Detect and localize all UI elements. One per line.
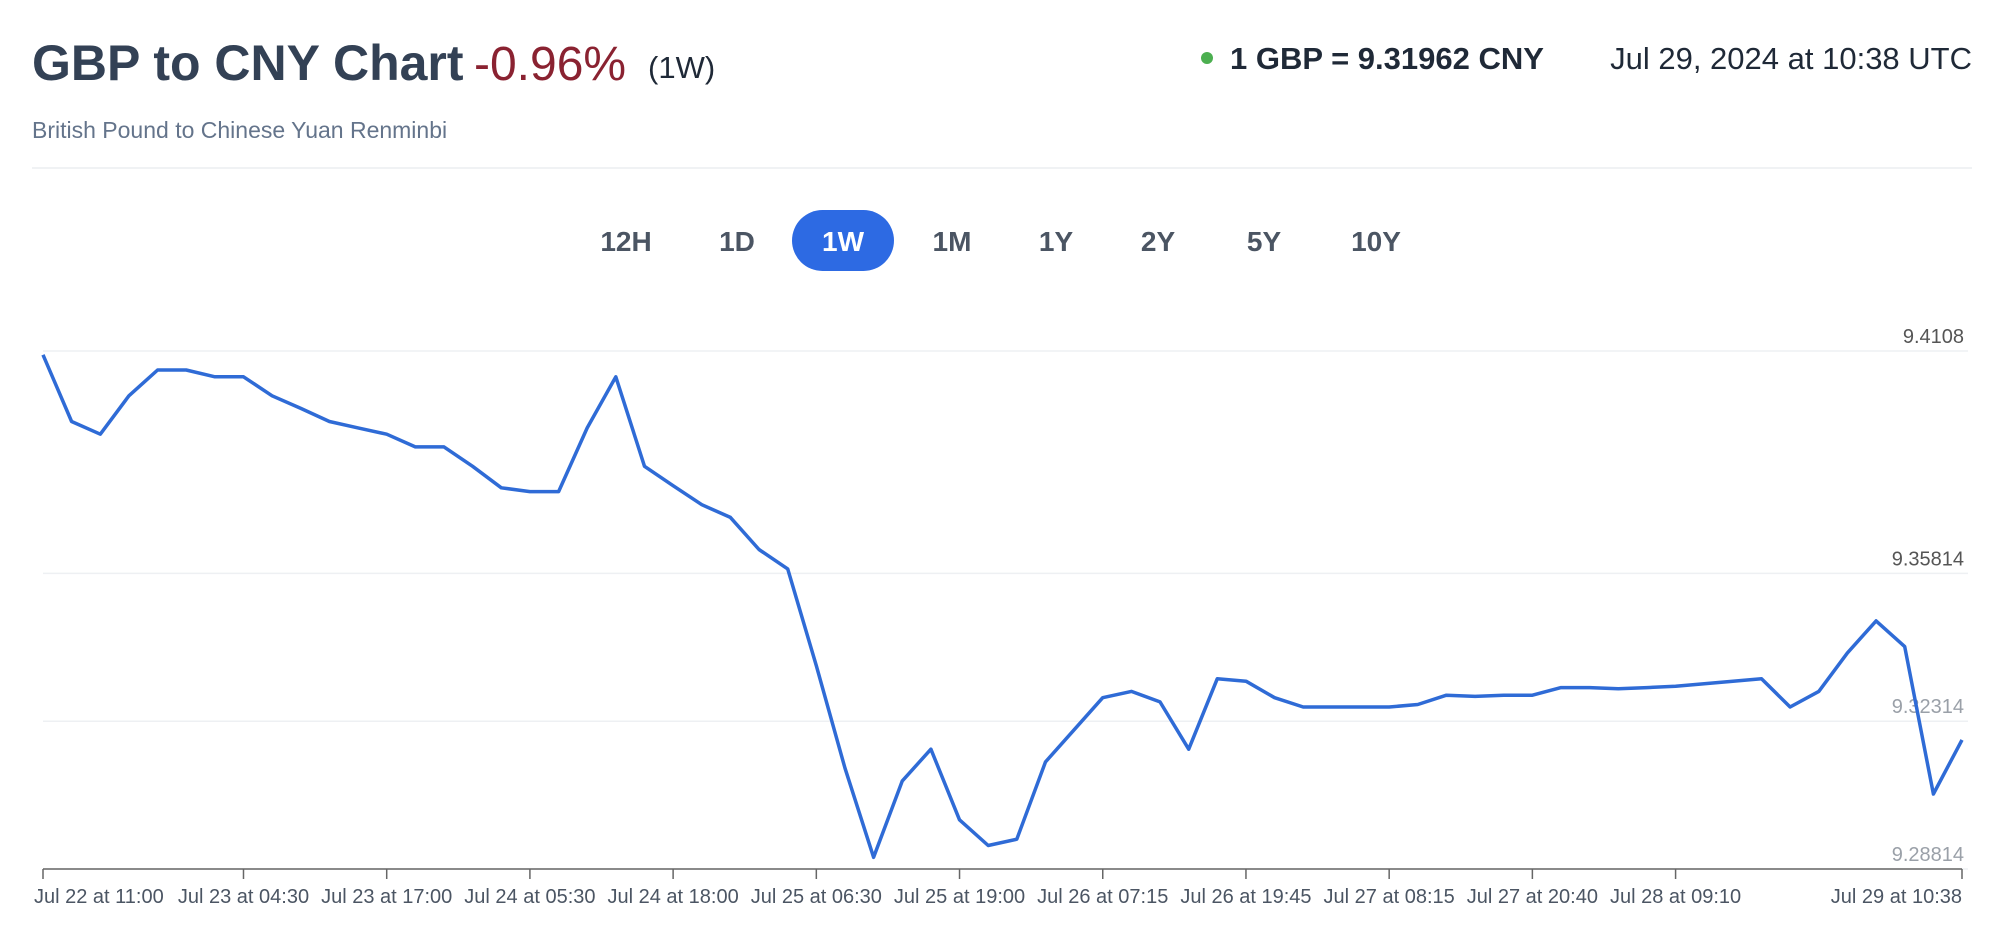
range-label: 1Y <box>1039 226 1074 257</box>
x-tick-label: Jul 25 at 06:30 <box>751 886 882 908</box>
x-tick-label: Jul 27 at 08:15 <box>1324 886 1455 908</box>
rate: 1 GBP = 9.31962 CNY <box>1230 41 1544 76</box>
x-tick-label: Jul 24 at 05:30 <box>464 886 595 908</box>
timestamp: Jul 29, 2024 at 10:38 UTC <box>1610 41 1972 76</box>
status-dot <box>1201 52 1213 64</box>
range-buttons: 12H 1D 1W 1M 1Y 2Y 5Y 10Y <box>600 210 1401 271</box>
x-tick-label: Jul 24 at 18:00 <box>608 886 739 908</box>
range-label: 1W <box>822 226 865 257</box>
x-tick-label: Jul 29 at 10:38 <box>1831 886 1962 908</box>
x-tick-label: Jul 23 at 04:30 <box>178 886 309 908</box>
x-tick-label: Jul 28 at 09:10 <box>1610 886 1741 908</box>
y-tick-label: 9.4108 <box>1903 326 1964 348</box>
rate-line <box>41 354 1964 860</box>
range-label: 10Y <box>1351 226 1401 257</box>
change: -0.96% <box>474 38 626 91</box>
x-tick-label: Jul 23 at 17:00 <box>321 886 452 908</box>
range-button[interactable]: 10Y <box>1351 226 1401 257</box>
plot: 9.28814 9.32314 9.35814 9.4108 Jul 22 at 11:… <box>34 326 1968 908</box>
range-label: 5Y <box>1247 226 1282 257</box>
x-tick-label: Jul 27 at 20:40 <box>1467 886 1598 908</box>
active-pill <box>792 210 894 271</box>
range-button[interactable]: 2Y <box>1141 226 1176 257</box>
range-button[interactable]: 1M <box>933 226 972 257</box>
subtitle: British Pound to Chinese Yuan Renminbi <box>32 117 447 143</box>
range-label: 2Y <box>1141 226 1176 257</box>
range-button[interactable]: 5Y <box>1247 226 1282 257</box>
y-tick-label: 9.28814 <box>1892 844 1964 866</box>
range-button[interactable]: 12H <box>600 226 651 257</box>
range-button[interactable]: 1W <box>792 210 894 271</box>
range-label: 1D <box>719 226 755 257</box>
y-tick-label: 9.32314 <box>1892 696 1964 718</box>
range-button[interactable]: 1Y <box>1039 226 1074 257</box>
range-label: 1M <box>933 226 972 257</box>
x-tick-label: Jul 26 at 07:15 <box>1037 886 1168 908</box>
period: (1W) <box>648 50 715 85</box>
range-label: 12H <box>600 226 651 257</box>
title: GBP to CNY Chart <box>32 35 464 91</box>
x-tick-label: Jul 26 at 19:45 <box>1180 886 1311 908</box>
y-tick-label: 9.35814 <box>1892 548 1964 570</box>
x-tick-label: Jul 25 at 19:00 <box>894 886 1025 908</box>
range-button[interactable]: 1D <box>719 226 755 257</box>
x-tick-label: Jul 22 at 11:00 <box>34 886 164 908</box>
